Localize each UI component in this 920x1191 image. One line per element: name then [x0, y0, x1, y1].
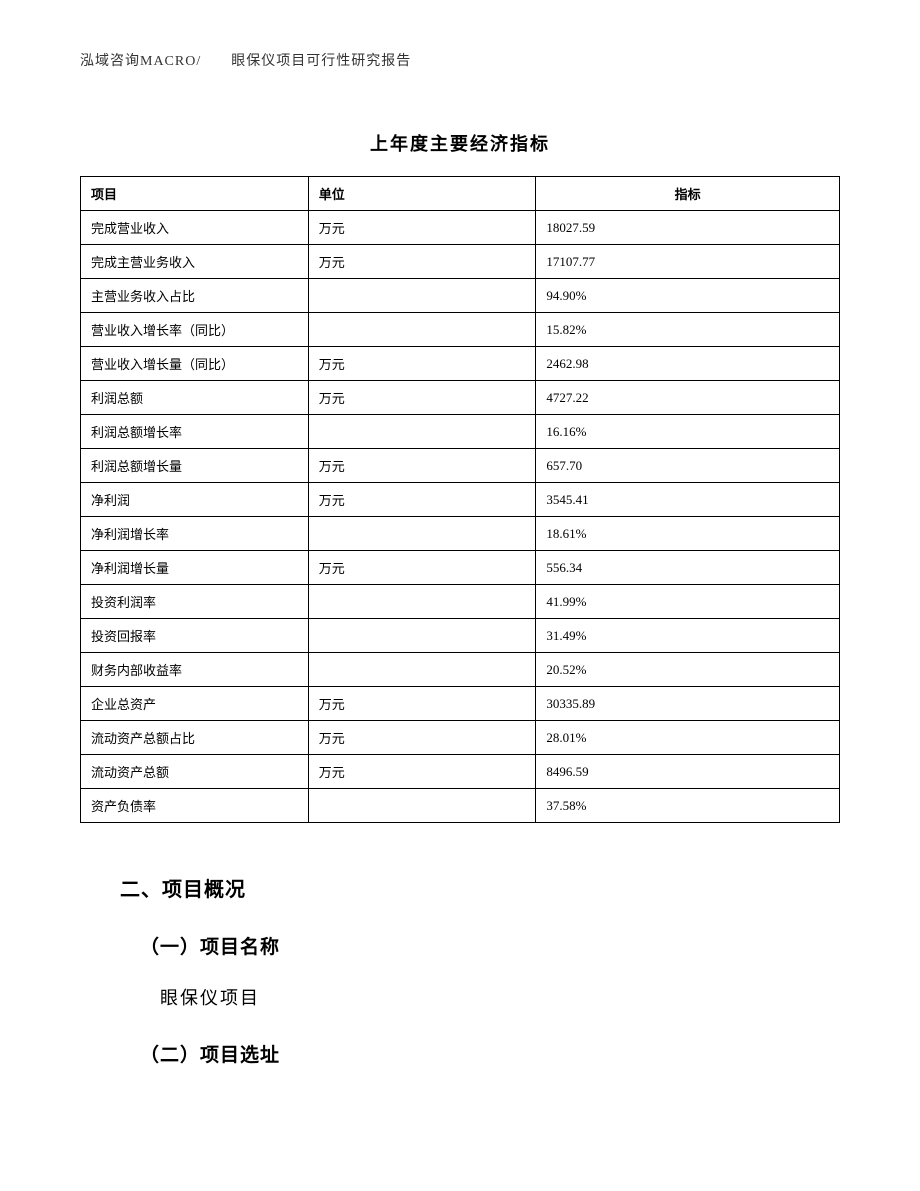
cell-unit: 万元 [308, 245, 536, 279]
table-title: 上年度主要经济指标 [80, 130, 840, 156]
col-header-unit: 单位 [308, 177, 536, 211]
table-row: 完成主营业务收入万元17107.77 [81, 245, 840, 279]
cell-item: 营业收入增长率（同比） [81, 313, 309, 347]
cell-item: 净利润 [81, 483, 309, 517]
cell-item: 流动资产总额占比 [81, 721, 309, 755]
cell-unit: 万元 [308, 483, 536, 517]
cell-unit [308, 789, 536, 823]
cell-value: 18.61% [536, 517, 840, 551]
cell-item: 完成主营业务收入 [81, 245, 309, 279]
cell-item: 利润总额增长量 [81, 449, 309, 483]
cell-value: 657.70 [536, 449, 840, 483]
cell-item: 完成营业收入 [81, 211, 309, 245]
table-row: 企业总资产万元30335.89 [81, 687, 840, 721]
cell-unit: 万元 [308, 755, 536, 789]
cell-item: 资产负债率 [81, 789, 309, 823]
cell-item: 投资利润率 [81, 585, 309, 619]
cell-value: 15.82% [536, 313, 840, 347]
table-body: 完成营业收入万元18027.59 完成主营业务收入万元17107.77 主营业务… [81, 211, 840, 823]
cell-unit [308, 653, 536, 687]
col-header-value: 指标 [536, 177, 840, 211]
cell-value: 8496.59 [536, 755, 840, 789]
cell-value: 18027.59 [536, 211, 840, 245]
cell-item: 投资回报率 [81, 619, 309, 653]
cell-value: 17107.77 [536, 245, 840, 279]
cell-item: 利润总额 [81, 381, 309, 415]
cell-value: 16.16% [536, 415, 840, 449]
table-row: 净利润增长量万元556.34 [81, 551, 840, 585]
table-row: 营业收入增长率（同比） 15.82% [81, 313, 840, 347]
cell-value: 20.52% [536, 653, 840, 687]
cell-value: 30335.89 [536, 687, 840, 721]
section-heading-project-location: （二）项目选址 [140, 1040, 840, 1067]
cell-unit: 万元 [308, 381, 536, 415]
cell-value: 3545.41 [536, 483, 840, 517]
section-heading-project-name: （一）项目名称 [140, 932, 840, 959]
cell-unit [308, 415, 536, 449]
cell-item: 主营业务收入占比 [81, 279, 309, 313]
cell-unit: 万元 [308, 687, 536, 721]
cell-unit [308, 313, 536, 347]
project-name-text: 眼保仪项目 [160, 984, 840, 1010]
table-row: 流动资产总额占比万元28.01% [81, 721, 840, 755]
cell-value: 41.99% [536, 585, 840, 619]
table-row: 利润总额增长量万元657.70 [81, 449, 840, 483]
cell-value: 31.49% [536, 619, 840, 653]
table-row: 投资利润率 41.99% [81, 585, 840, 619]
cell-unit [308, 585, 536, 619]
table-row: 财务内部收益率 20.52% [81, 653, 840, 687]
cell-item: 净利润增长率 [81, 517, 309, 551]
col-header-item: 项目 [81, 177, 309, 211]
cell-unit [308, 619, 536, 653]
cell-value: 37.58% [536, 789, 840, 823]
cell-item: 财务内部收益率 [81, 653, 309, 687]
cell-unit: 万元 [308, 449, 536, 483]
page-header: 泓域咨询MACRO/ 眼保仪项目可行性研究报告 [80, 50, 840, 70]
cell-unit: 万元 [308, 721, 536, 755]
table-row: 完成营业收入万元18027.59 [81, 211, 840, 245]
cell-item: 企业总资产 [81, 687, 309, 721]
economic-indicators-table: 项目 单位 指标 完成营业收入万元18027.59 完成主营业务收入万元1710… [80, 176, 840, 823]
table-row: 营业收入增长量（同比）万元2462.98 [81, 347, 840, 381]
cell-unit: 万元 [308, 347, 536, 381]
cell-item: 营业收入增长量（同比） [81, 347, 309, 381]
table-row: 利润总额万元4727.22 [81, 381, 840, 415]
table-row: 主营业务收入占比 94.90% [81, 279, 840, 313]
cell-value: 94.90% [536, 279, 840, 313]
cell-item: 净利润增长量 [81, 551, 309, 585]
table-row: 资产负债率 37.58% [81, 789, 840, 823]
cell-value: 4727.22 [536, 381, 840, 415]
table-row: 净利润万元3545.41 [81, 483, 840, 517]
table-row: 投资回报率 31.49% [81, 619, 840, 653]
table-header-row: 项目 单位 指标 [81, 177, 840, 211]
cell-value: 2462.98 [536, 347, 840, 381]
cell-unit [308, 517, 536, 551]
cell-unit: 万元 [308, 211, 536, 245]
cell-item: 利润总额增长率 [81, 415, 309, 449]
table-row: 利润总额增长率 16.16% [81, 415, 840, 449]
cell-item: 流动资产总额 [81, 755, 309, 789]
table-row: 净利润增长率 18.61% [81, 517, 840, 551]
cell-unit: 万元 [308, 551, 536, 585]
section-heading-overview: 二、项目概况 [120, 873, 840, 902]
table-row: 流动资产总额万元8496.59 [81, 755, 840, 789]
cell-value: 28.01% [536, 721, 840, 755]
cell-unit [308, 279, 536, 313]
cell-value: 556.34 [536, 551, 840, 585]
